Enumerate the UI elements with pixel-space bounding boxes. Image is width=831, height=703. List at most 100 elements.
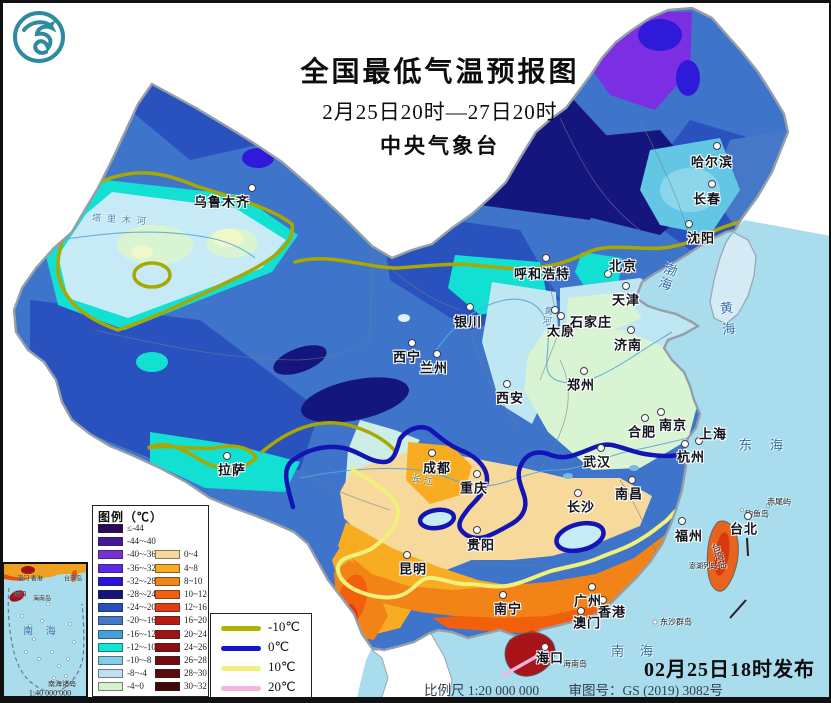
city-label-上海: 上海	[698, 426, 728, 442]
issue-time: 02月25日18时发布	[644, 659, 815, 681]
contour-line-swatch	[221, 666, 261, 671]
contour-line-swatch	[221, 686, 261, 691]
yellow-river	[434, 298, 673, 384]
city-marker	[473, 470, 481, 478]
city-label-济南: 济南	[613, 337, 643, 353]
legend-range-label: ≤-44	[127, 523, 144, 533]
legend-range-label: 12~16	[184, 602, 207, 613]
city-marker	[641, 414, 649, 422]
city-label-贵阳: 贵阳	[466, 537, 496, 553]
legend-swatch	[98, 616, 123, 626]
legend-range-label: -20~-16	[127, 615, 156, 626]
city-marker	[622, 282, 630, 290]
legend-range-label: -24~-20	[127, 602, 156, 613]
city-marker	[577, 607, 585, 615]
city-label-呼和浩特: 呼和浩特	[513, 266, 571, 282]
legend-range-label: 0~4	[184, 549, 198, 560]
city-marker	[408, 339, 416, 347]
legend-range-label: -12~-10	[127, 641, 156, 652]
inset-hainan-label: 海南岛	[32, 596, 52, 603]
city-label-南京: 南京	[658, 417, 688, 433]
inset-coast-cities-label: 澳门 香港	[17, 576, 43, 583]
city-marker	[557, 312, 565, 320]
contour-line-label: 20℃	[268, 679, 296, 694]
legend-swatch	[155, 629, 180, 639]
inset-scale-label: 1:40 000 000	[28, 688, 72, 698]
legend-range-label: -36~-32	[127, 562, 156, 573]
contour-plus10	[335, 467, 690, 600]
city-marker	[473, 526, 481, 534]
legend-range-label: 26~28	[184, 655, 207, 665]
city-marker	[678, 517, 686, 525]
contour-minus10	[56, 171, 746, 471]
map-info-line: 比例尺 1:20 000 000 审图号：GS (2019) 3082号	[424, 679, 824, 699]
legend-swatch	[155, 590, 180, 599]
city-label-西宁: 西宁	[392, 349, 422, 365]
contour-zero	[283, 425, 714, 554]
city-label-郑州: 郑州	[566, 377, 596, 393]
contour-line-swatch	[221, 626, 261, 631]
city-marker	[628, 476, 636, 484]
geo-label-东沙群岛: 东沙群岛	[660, 617, 692, 627]
city-marker	[580, 367, 588, 375]
legend-range-label: -4~0	[127, 681, 144, 692]
legend-swatch	[98, 563, 123, 573]
legend-swatch	[98, 576, 123, 586]
legend-swatch	[155, 563, 180, 573]
inset-boundary-dashes	[7, 587, 85, 693]
legend-range-label: 16~20	[184, 615, 207, 626]
geo-label-东海: 东海	[738, 437, 802, 453]
city-marker	[499, 591, 507, 599]
city-label-太原: 太原	[546, 323, 576, 339]
contour-legend-row: 10℃	[211, 658, 311, 678]
legend-range-label: -16~-12	[127, 628, 156, 639]
inset-sea-label: 南 海	[23, 626, 61, 638]
legend-swatch	[98, 642, 123, 652]
city-marker	[695, 437, 703, 445]
city-label-澳门: 澳门	[572, 615, 602, 631]
inset-haikou-label: 海口	[13, 591, 27, 598]
contour-line-label: 0℃	[268, 639, 290, 654]
legend-swatch	[98, 682, 123, 692]
legend-swatch	[98, 629, 123, 639]
city-marker	[588, 583, 596, 591]
contour-line-legend: -10℃ 0℃ 10℃ 20℃	[210, 613, 312, 698]
city-label-天津: 天津	[611, 292, 641, 308]
city-label-南宁: 南宁	[493, 601, 523, 617]
city-label-台北: 台北	[729, 521, 759, 537]
city-marker	[403, 551, 411, 559]
city-marker	[433, 350, 441, 358]
geo-label-赤尾屿: 赤尾屿	[767, 497, 791, 507]
contour-plus20	[501, 648, 549, 678]
city-marker	[604, 270, 612, 278]
cma-logo	[10, 8, 68, 66]
legend-range-label: 30~32	[184, 681, 207, 692]
city-marker	[503, 380, 511, 388]
legend-title: 图例（℃）	[98, 510, 164, 524]
legend-range-label: 4~8	[184, 562, 198, 573]
legend-range-label: -40~-36	[127, 549, 156, 560]
legend-swatch	[98, 524, 123, 533]
contour-line-label: 10℃	[268, 659, 296, 674]
legend-range-label: 20~24	[184, 628, 207, 639]
legend-swatch	[155, 642, 180, 652]
city-label-广州: 广州	[573, 593, 603, 609]
map-title: 全国最低气温预报图	[300, 57, 580, 88]
city-marker	[708, 180, 716, 188]
legend-range-label: 28~30	[184, 668, 207, 679]
korea-landmass	[709, 231, 757, 325]
city-label-长春: 长春	[692, 191, 722, 207]
city-label-香港: 香港	[597, 604, 627, 620]
contour-line-label: -10℃	[268, 619, 300, 634]
city-label-南昌: 南昌	[614, 486, 644, 502]
contour-lines	[56, 171, 746, 600]
city-label-杭州: 杭州	[676, 449, 706, 465]
legend-range-label: -32~-28	[127, 575, 156, 586]
city-marker	[542, 254, 550, 262]
map-approval-number: 审图号：GS (2019) 3082号	[568, 683, 724, 698]
city-label-西安: 西安	[495, 390, 525, 406]
city-label-北京: 北京	[608, 258, 638, 274]
inset-hainan	[9, 590, 25, 602]
